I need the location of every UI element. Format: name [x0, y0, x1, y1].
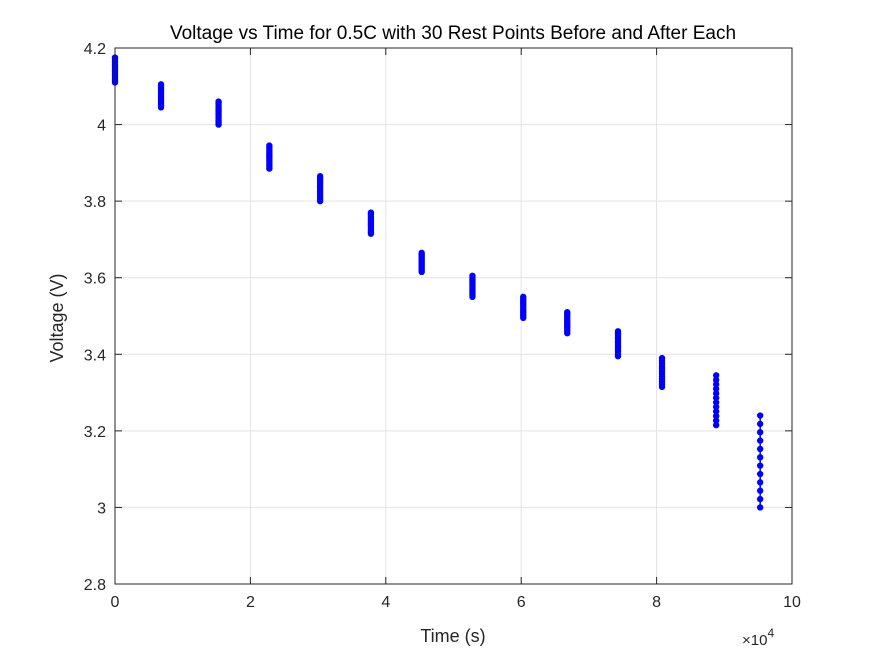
data-point [756, 462, 764, 469]
data-point [266, 142, 273, 149]
y-tick-label: 3.4 [84, 347, 106, 364]
data-point [756, 479, 764, 486]
y-tick-label: 3 [97, 500, 106, 517]
x-tick-label: 4 [381, 594, 390, 611]
data-point [712, 372, 720, 379]
data-cluster [520, 293, 527, 322]
y-tick-label: 4 [97, 118, 106, 135]
chart-title: Voltage vs Time for 0.5C with 30 Rest Po… [170, 23, 736, 44]
data-point [756, 412, 764, 419]
data-point [756, 504, 764, 511]
y-tick-label: 3.2 [84, 424, 106, 441]
data-cluster [367, 209, 375, 237]
data-point [157, 81, 165, 88]
data-point [756, 487, 764, 494]
data-point [367, 209, 375, 216]
data-point [469, 272, 476, 279]
data-cluster [564, 308, 571, 337]
data-point [756, 420, 764, 428]
data-point [712, 390, 720, 397]
x-tick-label: 10 [783, 594, 801, 611]
data-cluster [712, 372, 720, 429]
tick-labels: 0 2 4 6 8 10 2.8 3 3.2 3.4 3.6 3.8 4 4.2 [84, 41, 801, 611]
data-point [712, 421, 720, 429]
data-point [712, 403, 720, 411]
data-point [520, 293, 527, 301]
data-cluster [215, 98, 222, 128]
data-markers [111, 54, 764, 511]
data-point [316, 173, 324, 180]
y-tick-label: 3.6 [84, 271, 106, 288]
data-point [614, 328, 622, 335]
y-tick-label: 2.8 [84, 577, 106, 594]
x-axis-label: Time (s) [420, 626, 485, 646]
data-point [756, 429, 764, 436]
data-point [712, 417, 720, 424]
data-point [712, 394, 720, 402]
data-cluster [316, 173, 324, 205]
data-point [712, 385, 720, 393]
data-point [712, 376, 720, 384]
x-axis-exponent: ×104 [742, 626, 774, 649]
data-cluster [756, 412, 764, 511]
data-point [215, 98, 222, 105]
data-point [756, 437, 764, 444]
plot-frame [114, 47, 793, 585]
x-exponent-base: ×10 [742, 632, 767, 649]
data-cluster [658, 354, 666, 391]
data-point [756, 470, 764, 478]
y-tick-label: 4.2 [84, 41, 106, 58]
axes [114, 47, 793, 585]
data-point [712, 399, 720, 406]
data-cluster [418, 249, 425, 276]
x-exponent-power: 4 [767, 626, 774, 640]
data-cluster [157, 81, 165, 111]
x-tick-label: 8 [652, 594, 661, 611]
data-point [712, 408, 720, 415]
y-tick-label: 3.8 [84, 194, 106, 211]
data-point [756, 495, 764, 503]
x-tick-label: 6 [517, 594, 526, 611]
data-point [756, 445, 764, 453]
data-point [712, 381, 720, 388]
data-point [658, 354, 666, 362]
data-point [418, 249, 425, 257]
data-cluster [469, 272, 476, 301]
y-axis-label: Voltage (V) [47, 273, 67, 362]
data-cluster [266, 142, 273, 172]
grid [115, 48, 792, 584]
data-point [712, 412, 720, 420]
data-cluster [614, 328, 622, 360]
data-point [756, 454, 764, 461]
x-tick-label: 2 [246, 594, 255, 611]
x-tick-label: 0 [111, 594, 120, 611]
data-point [564, 308, 571, 316]
